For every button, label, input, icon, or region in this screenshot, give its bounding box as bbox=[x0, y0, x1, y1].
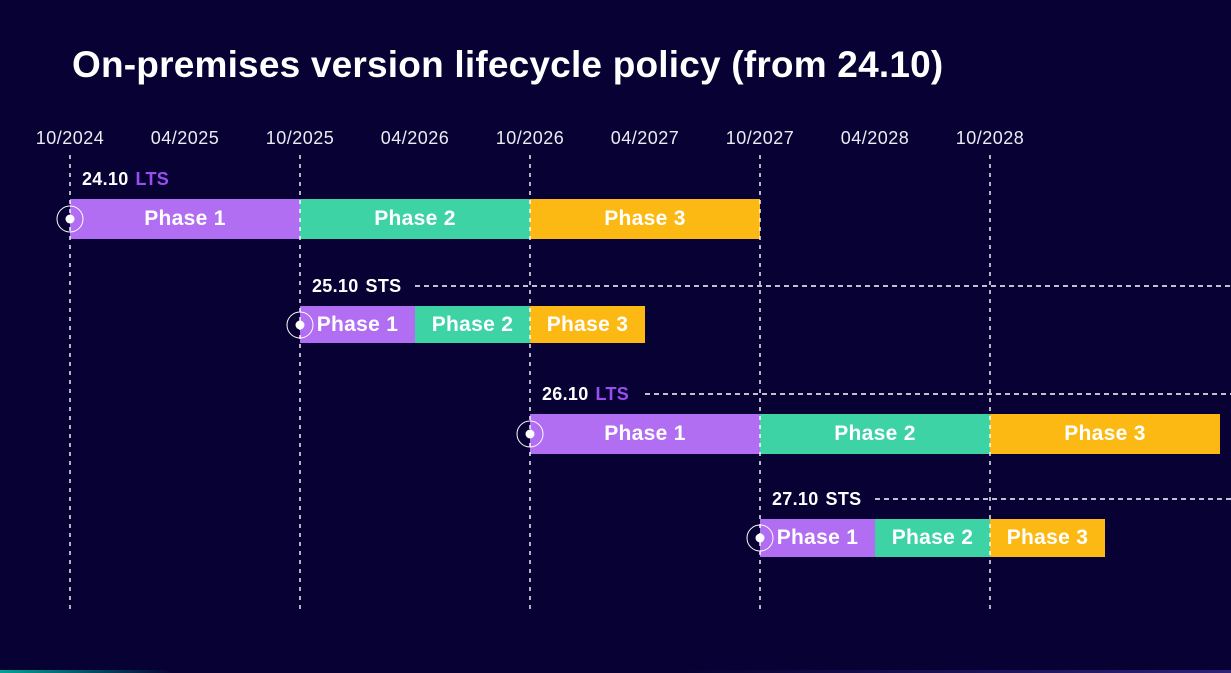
phase-bar: Phase 1 bbox=[760, 519, 875, 557]
phase-bar: Phase 3 bbox=[530, 306, 645, 343]
phase-bar: Phase 2 bbox=[415, 306, 530, 343]
release-start-marker-icon bbox=[516, 420, 544, 448]
axis-tick-label: 04/2025 bbox=[150, 128, 220, 148]
phase-bar: Phase 2 bbox=[300, 199, 530, 239]
release-version: 26.10 bbox=[542, 384, 589, 404]
axis-tick-label: 04/2027 bbox=[610, 128, 680, 148]
phase-bar: Phase 1 bbox=[530, 414, 760, 454]
release-version: 24.10 bbox=[82, 169, 129, 189]
release-tag: STS bbox=[825, 489, 862, 509]
phase-bar: Phase 1 bbox=[70, 199, 300, 239]
axis-tick-label: 10/2028 bbox=[955, 128, 1025, 148]
phase-bar: Phase 1 bbox=[300, 306, 415, 343]
release-tag: LTS bbox=[595, 384, 630, 404]
release-label: 27.10 STS bbox=[772, 489, 861, 510]
release-start-marker-icon bbox=[746, 524, 774, 552]
phase-bar: Phase 3 bbox=[530, 199, 760, 239]
bottom-accent-strip bbox=[0, 670, 1231, 673]
phase-bar: Phase 3 bbox=[990, 519, 1105, 557]
phase-bar: Phase 2 bbox=[760, 414, 990, 454]
release-version: 27.10 bbox=[772, 489, 819, 509]
marker-dot-icon bbox=[525, 429, 535, 439]
page-title: On-premises version lifecycle policy (fr… bbox=[72, 44, 944, 85]
release-tag: LTS bbox=[135, 169, 170, 189]
release-label: 26.10 LTS bbox=[542, 384, 629, 405]
release-start-marker-icon bbox=[56, 205, 84, 233]
axis-tick-label: 04/2028 bbox=[840, 128, 910, 148]
phase-bar: Phase 3 bbox=[990, 414, 1220, 454]
axis-tick-label: 10/2026 bbox=[495, 128, 565, 148]
axis-tick-label: 10/2025 bbox=[265, 128, 335, 148]
marker-dot-icon bbox=[755, 533, 765, 543]
axis-tick-label: 10/2027 bbox=[725, 128, 795, 148]
release-label: 25.10 STS bbox=[312, 276, 401, 297]
marker-dot-icon bbox=[65, 214, 75, 224]
release-start-marker-icon bbox=[286, 311, 314, 338]
axis-tick-label: 04/2026 bbox=[380, 128, 450, 148]
release-tag: STS bbox=[365, 276, 402, 296]
release-version: 25.10 bbox=[312, 276, 359, 296]
axis-tick-label: 10/2024 bbox=[35, 128, 105, 148]
release-label: 24.10 LTS bbox=[82, 169, 169, 190]
phase-bar: Phase 2 bbox=[875, 519, 990, 557]
marker-dot-icon bbox=[295, 320, 305, 329]
